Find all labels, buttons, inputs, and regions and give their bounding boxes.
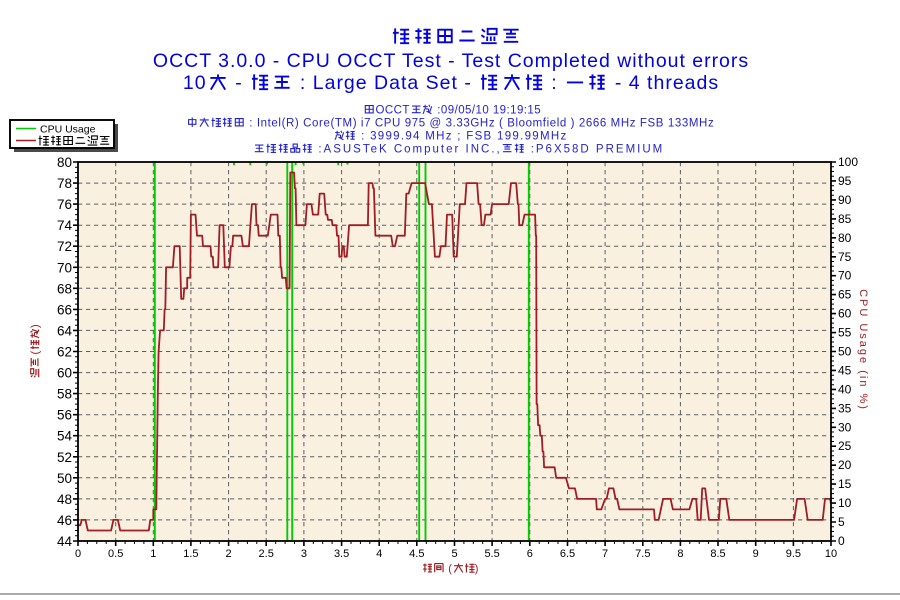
svg-text:68: 68 (57, 281, 72, 296)
svg-text:5: 5 (451, 548, 457, 560)
svg-text:74: 74 (57, 218, 73, 233)
svg-text:50: 50 (57, 471, 72, 486)
svg-text:62: 62 (57, 345, 72, 360)
svg-text:6: 6 (527, 548, 533, 560)
svg-text:2.5: 2.5 (259, 548, 274, 560)
svg-text:78: 78 (57, 176, 72, 191)
svg-text:45: 45 (838, 363, 852, 377)
svg-text:50: 50 (838, 345, 852, 359)
svg-text:3: 3 (301, 548, 307, 560)
svg-text:95: 95 (838, 174, 852, 188)
svg-text:CPU Usage (in %): CPU Usage (in %) (857, 289, 869, 411)
svg-text:10: 10 (838, 496, 852, 510)
svg-text:(: ( (448, 563, 452, 575)
svg-text:CPU Usage: CPU Usage (40, 123, 96, 135)
svg-text:1: 1 (150, 548, 156, 560)
svg-text:58: 58 (57, 387, 72, 402)
svg-text:(: ( (30, 351, 42, 355)
svg-text:): ) (475, 563, 479, 575)
svg-text:40: 40 (838, 382, 852, 396)
svg-text:65: 65 (838, 288, 852, 302)
svg-text:85: 85 (838, 212, 852, 226)
svg-text:64: 64 (57, 323, 73, 338)
svg-text:): ) (30, 324, 42, 328)
svg-text:75: 75 (838, 250, 852, 264)
svg-text:8: 8 (677, 548, 683, 560)
svg-text:72: 72 (57, 239, 72, 254)
svg-text:8.5: 8.5 (710, 548, 725, 560)
svg-text:7: 7 (602, 548, 608, 560)
svg-text:60: 60 (57, 366, 72, 381)
svg-text:80: 80 (57, 155, 72, 170)
svg-text:5: 5 (838, 515, 845, 529)
svg-text:15: 15 (838, 477, 852, 491)
svg-text:52: 52 (57, 450, 72, 465)
svg-text:48: 48 (57, 492, 72, 507)
svg-text:76: 76 (57, 197, 72, 212)
svg-text:44: 44 (57, 534, 73, 549)
svg-text:9.5: 9.5 (786, 548, 801, 560)
svg-text:7.5: 7.5 (635, 548, 650, 560)
svg-text:90: 90 (838, 193, 852, 207)
svg-text:2: 2 (226, 548, 232, 560)
svg-text:80: 80 (838, 231, 852, 245)
svg-text:54: 54 (57, 429, 73, 444)
svg-text:20: 20 (838, 458, 852, 472)
svg-text:0: 0 (75, 548, 81, 560)
svg-text:5.5: 5.5 (484, 548, 499, 560)
svg-text:1.5: 1.5 (183, 548, 198, 560)
svg-text:0.5: 0.5 (108, 548, 123, 560)
svg-text:4.5: 4.5 (409, 548, 424, 560)
svg-text:70: 70 (57, 260, 72, 275)
svg-text:46: 46 (57, 513, 72, 528)
svg-text:100: 100 (838, 155, 858, 169)
svg-text:66: 66 (57, 302, 72, 317)
svg-text:55: 55 (838, 326, 852, 340)
svg-text:25: 25 (838, 439, 852, 453)
svg-text:56: 56 (57, 408, 72, 423)
svg-text:60: 60 (838, 307, 852, 321)
svg-text:0: 0 (838, 534, 845, 548)
svg-text:70: 70 (838, 269, 852, 283)
svg-text:4: 4 (376, 548, 382, 560)
svg-text:3.5: 3.5 (334, 548, 349, 560)
svg-text:9: 9 (753, 548, 759, 560)
svg-text:30: 30 (838, 420, 852, 434)
svg-text:35: 35 (838, 401, 852, 415)
svg-text:10: 10 (825, 548, 837, 560)
svg-text:6.5: 6.5 (560, 548, 575, 560)
